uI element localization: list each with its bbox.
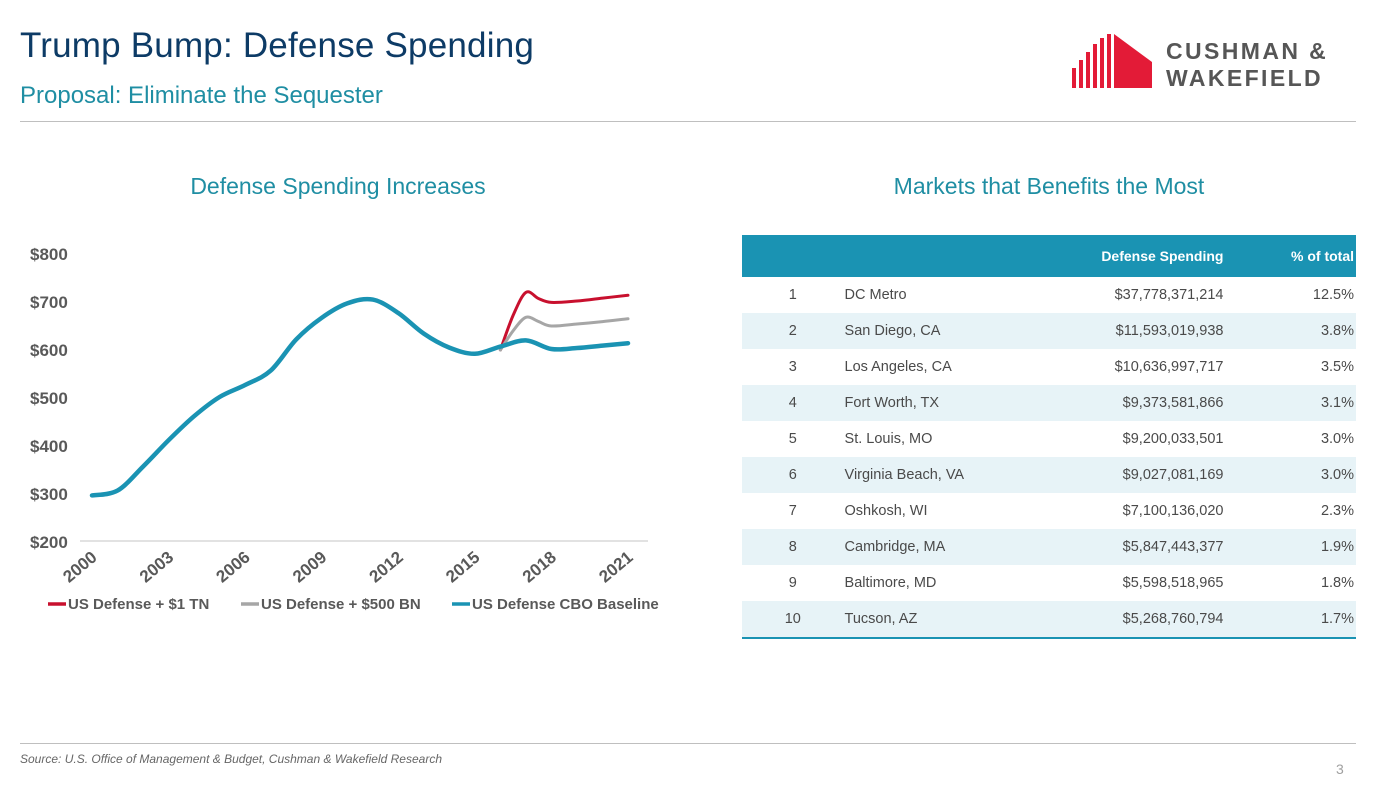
company-logo: CUSHMAN & WAKEFIELD xyxy=(1072,34,1358,90)
table-row: 6 Virginia Beach, VA $9,027,081,169 3.0% xyxy=(742,457,1356,493)
row-market: Tucson, AZ xyxy=(844,611,918,627)
table-row: 5 St. Louis, MO $9,200,033,501 3.0% xyxy=(742,421,1356,457)
header-market xyxy=(844,235,1044,277)
legend-label: US Defense CBO Baseline xyxy=(472,596,659,613)
row-rank: 8 xyxy=(788,539,797,555)
source-note: Source: U.S. Office of Management & Budg… xyxy=(20,752,442,766)
series-line-1tn xyxy=(498,290,630,352)
row-rank: 9 xyxy=(788,575,797,591)
row-percent: 12.5% xyxy=(1312,287,1354,303)
table-row: 4 Fort Worth, TX $9,373,581,866 3.1% xyxy=(742,385,1356,421)
row-rank: 10 xyxy=(784,611,801,627)
row-rank: 5 xyxy=(788,431,797,447)
row-rank: 4 xyxy=(788,395,797,411)
markets-table: Defense Spending % of total 1 DC Metro $37… xyxy=(742,235,1356,639)
logo-wordmark: CUSHMAN & WAKEFIELD xyxy=(1166,40,1328,90)
row-market: DC Metro xyxy=(844,287,907,303)
row-spending: $9,027,081,169 xyxy=(1122,467,1224,483)
row-percent: 3.5% xyxy=(1320,359,1354,375)
logo-line-2: WAKEFIELD xyxy=(1166,65,1324,91)
row-percent: 1.9% xyxy=(1320,539,1354,555)
row-spending: $7,100,136,020 xyxy=(1122,503,1224,519)
x-tick-label: 2015 xyxy=(442,548,483,587)
row-spending: $9,373,581,866 xyxy=(1122,395,1224,411)
legend-label: US Defense + $1 TN xyxy=(68,596,209,613)
row-percent: 1.7% xyxy=(1320,611,1354,627)
y-tick-label: $500 xyxy=(30,389,68,408)
table-row: 8 Cambridge, MA $5,847,443,377 1.9% xyxy=(742,529,1356,565)
row-market: Virginia Beach, VA xyxy=(844,467,965,483)
table-row: 1 DC Metro $37,778,371,214 12.5% xyxy=(742,277,1356,313)
row-spending: $5,268,760,794 xyxy=(1122,611,1224,627)
row-spending: $11,593,019,938 xyxy=(1115,323,1224,339)
row-market: San Diego, CA xyxy=(844,323,941,339)
row-market: St. Louis, MO xyxy=(844,431,933,447)
page-title: Trump Bump: Defense Spending xyxy=(20,26,535,65)
row-spending: $37,778,371,214 xyxy=(1114,287,1224,303)
row-spending: $9,200,033,501 xyxy=(1122,431,1224,447)
x-tick-label: 2003 xyxy=(136,548,177,587)
row-percent: 3.1% xyxy=(1320,395,1354,411)
y-tick-label: $600 xyxy=(30,341,68,360)
header-divider xyxy=(20,121,1356,122)
page-number: 3 xyxy=(1336,761,1344,777)
header-defense-spending: Defense Spending xyxy=(1101,248,1224,264)
row-rank: 3 xyxy=(788,359,797,375)
y-tick-label: $200 xyxy=(30,533,68,552)
y-tick-label: $300 xyxy=(30,485,68,504)
table-row: 3 Los Angeles, CA $10,636,997,717 3.5% xyxy=(742,349,1356,385)
row-market: Oshkosh, WI xyxy=(844,503,928,519)
legend-label: US Defense + $500 BN xyxy=(261,596,421,613)
row-market: Baltimore, MD xyxy=(844,575,937,591)
x-tick-label: 2009 xyxy=(289,548,330,587)
footer-divider xyxy=(20,743,1356,744)
row-percent: 3.0% xyxy=(1320,431,1354,447)
table-title: Markets that Benefits the Most xyxy=(893,173,1205,199)
row-percent: 3.0% xyxy=(1320,467,1354,483)
row-spending: $10,636,997,717 xyxy=(1114,359,1224,375)
row-market: Los Angeles, CA xyxy=(844,359,952,375)
row-market: Fort Worth, TX xyxy=(844,395,940,411)
table-row: 7 Oshkosh, WI $7,100,136,020 2.3% xyxy=(742,493,1356,529)
row-spending: $5,598,518,965 xyxy=(1122,575,1224,591)
row-rank: 2 xyxy=(788,323,797,339)
row-rank: 6 xyxy=(788,467,797,483)
table-row: 10 Tucson, AZ $5,268,760,794 1.7% xyxy=(742,601,1356,638)
row-rank: 1 xyxy=(788,287,797,303)
x-tick-label: 2021 xyxy=(595,548,636,587)
y-tick-label: $700 xyxy=(30,293,68,312)
x-tick-label: 2018 xyxy=(519,548,560,587)
table-row: 9 Baltimore, MD $5,598,518,965 1.8% xyxy=(742,565,1356,601)
row-rank: 7 xyxy=(788,503,797,519)
row-percent: 3.8% xyxy=(1320,323,1354,339)
page-subtitle: Proposal: Eliminate the Sequester xyxy=(20,82,383,109)
x-tick-label: 2012 xyxy=(366,548,407,587)
y-tick-label: $400 xyxy=(30,437,68,456)
logo-bars-icon xyxy=(1072,34,1152,88)
y-tick-label: $800 xyxy=(30,245,68,264)
logo-line-1: CUSHMAN & xyxy=(1166,38,1329,64)
row-spending: $5,847,443,377 xyxy=(1122,539,1224,555)
series-line-cbo-baseline xyxy=(89,296,631,498)
x-tick-label: 2006 xyxy=(213,548,254,587)
x-tick-label: 2000 xyxy=(59,548,100,587)
chart-title: Defense Spending Increases xyxy=(190,173,486,199)
row-percent: 2.3% xyxy=(1320,503,1354,519)
table-row: 2 San Diego, CA $11,593,019,938 3.8% xyxy=(742,313,1356,349)
series-line-500bn xyxy=(498,315,630,352)
row-percent: 1.8% xyxy=(1320,575,1354,591)
row-market: Cambridge, MA xyxy=(844,539,946,555)
table-header-row: Defense Spending % of total xyxy=(742,235,1356,277)
header-rank xyxy=(742,235,844,277)
header-percent-total: % of total xyxy=(1291,248,1354,264)
